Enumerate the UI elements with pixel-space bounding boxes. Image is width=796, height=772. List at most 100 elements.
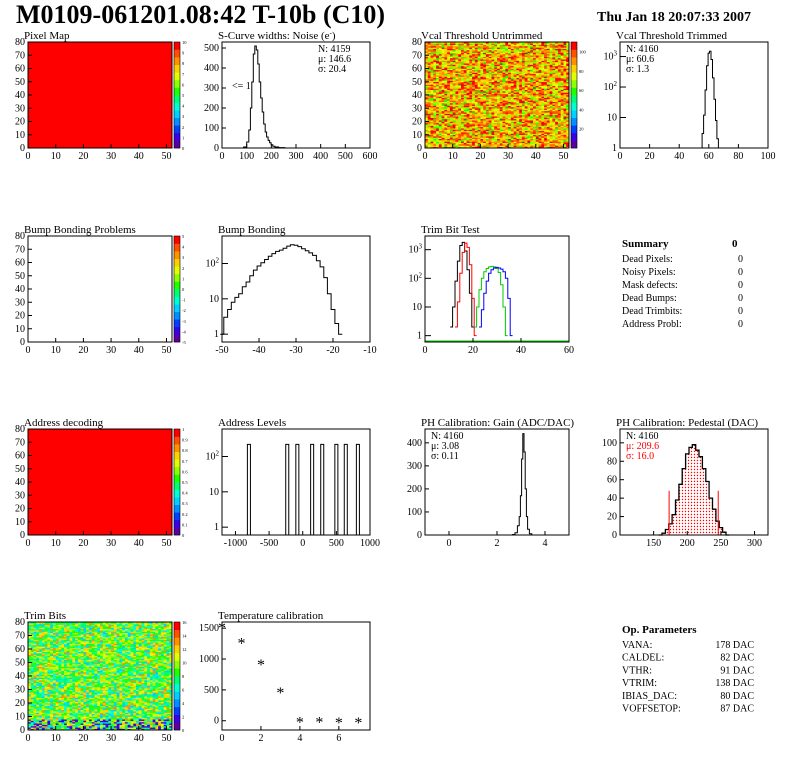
heatmap-cell bbox=[33, 721, 37, 724]
heatmap-cell bbox=[538, 57, 542, 60]
heatmap-cell bbox=[463, 65, 467, 68]
heatmap-cell bbox=[477, 104, 481, 106]
heatmap-cell bbox=[502, 84, 506, 87]
heatmap-cell bbox=[72, 725, 76, 728]
heatmap-cell bbox=[41, 720, 45, 723]
heatmap-cell bbox=[133, 724, 137, 727]
heatmap-cell bbox=[430, 126, 434, 129]
heatmap-cell bbox=[541, 57, 545, 60]
heatmap-cell bbox=[527, 145, 531, 147]
heatmap-cell bbox=[505, 88, 509, 91]
heatmap-cell bbox=[485, 114, 489, 117]
heatmap-cell bbox=[436, 48, 440, 51]
heatmap-cell bbox=[508, 116, 512, 118]
heatmap-cell bbox=[527, 84, 531, 87]
heatmap-cell bbox=[491, 59, 495, 61]
heatmap-cell bbox=[472, 124, 476, 126]
heatmap-cell bbox=[438, 72, 442, 75]
heatmap-cell bbox=[524, 73, 528, 76]
heatmap-cell bbox=[546, 145, 550, 147]
heatmap-cell bbox=[447, 81, 451, 84]
heatmap-cell bbox=[430, 117, 434, 120]
heatmap-cell bbox=[438, 97, 442, 100]
y-tick-label: 400 bbox=[204, 63, 219, 74]
heatmap-cell bbox=[461, 122, 465, 125]
heatmap-cell bbox=[39, 723, 43, 725]
heatmap-cell bbox=[474, 69, 478, 72]
colorbar-segment bbox=[571, 110, 577, 119]
heatmap-cell bbox=[533, 61, 537, 64]
heatmap-cell bbox=[527, 87, 531, 89]
heatmap-cell bbox=[480, 52, 484, 55]
heatmap-cell bbox=[469, 136, 473, 138]
heatmap-cell bbox=[447, 92, 451, 94]
heatmap-cell bbox=[447, 140, 451, 142]
heatmap-cell bbox=[521, 113, 525, 116]
heatmap-cell bbox=[47, 728, 51, 731]
heatmap-cell bbox=[461, 144, 465, 146]
heatmap-cell bbox=[552, 140, 556, 142]
heatmap-cell bbox=[513, 64, 517, 67]
heatmap-cell bbox=[452, 88, 456, 91]
colorbar-tick-label: 0 bbox=[182, 146, 185, 151]
heatmap-cell bbox=[555, 138, 559, 141]
heatmap-cell bbox=[533, 87, 537, 89]
heatmap-cell bbox=[541, 61, 545, 64]
heatmap-cell bbox=[491, 61, 495, 64]
heatmap-cell bbox=[122, 719, 126, 721]
plot-frame bbox=[619, 428, 769, 536]
heatmap-cell bbox=[466, 69, 470, 72]
heatmap-cell bbox=[521, 145, 525, 147]
heatmap-cell bbox=[86, 723, 90, 725]
heatmap-cell bbox=[549, 47, 553, 49]
colorbar-segment bbox=[174, 87, 180, 96]
heatmap-cell bbox=[566, 60, 570, 63]
heatmap-cell bbox=[563, 126, 567, 129]
heatmap-cell bbox=[530, 80, 534, 83]
heatmap-cell bbox=[466, 71, 470, 73]
heatmap-cell bbox=[438, 116, 442, 118]
heatmap-cell bbox=[535, 105, 539, 108]
heatmap-cell bbox=[524, 48, 528, 51]
heatmap-cell bbox=[463, 113, 467, 116]
heatmap-cell bbox=[521, 132, 525, 134]
x-tick-label: 500 bbox=[338, 151, 353, 162]
heatmap-cell bbox=[510, 109, 514, 112]
heatmap-cell bbox=[480, 91, 484, 93]
heatmap-cell bbox=[152, 725, 156, 728]
heatmap-cell bbox=[433, 134, 437, 137]
heatmap-cell bbox=[433, 125, 437, 128]
heatmap-cell bbox=[566, 51, 570, 53]
heatmap-cell bbox=[519, 121, 523, 124]
heatmap-cell bbox=[425, 142, 429, 145]
heatmap-cell bbox=[463, 124, 467, 126]
colorbar-tick-label: 0 bbox=[182, 533, 185, 538]
heatmap-cell bbox=[560, 105, 564, 108]
heatmap-cell bbox=[480, 83, 484, 85]
heatmap-cell bbox=[494, 59, 498, 61]
heatmap-cell bbox=[530, 72, 534, 75]
heatmap-cell bbox=[499, 47, 503, 49]
heatmap-cell bbox=[535, 121, 539, 124]
heatmap-cell bbox=[538, 89, 542, 92]
heatmap-cell bbox=[541, 129, 545, 132]
heatmap-cell bbox=[544, 55, 548, 57]
stats-mean: μ: 209.6 bbox=[626, 441, 659, 452]
heatmap-cell bbox=[474, 45, 478, 48]
heatmap-cell bbox=[488, 95, 492, 97]
heatmap-cell bbox=[502, 89, 506, 92]
heatmap-cell bbox=[549, 137, 553, 140]
heatmap-cell bbox=[538, 108, 542, 110]
heatmap-cell bbox=[66, 719, 70, 721]
heatmap-cell bbox=[458, 60, 462, 63]
heatmap-cell bbox=[433, 81, 437, 84]
heatmap-cell bbox=[505, 121, 509, 124]
heatmap-cell bbox=[469, 144, 473, 146]
heatmap-cell bbox=[549, 48, 553, 51]
heatmap-cell bbox=[108, 727, 112, 729]
heatmap-cell bbox=[513, 57, 517, 60]
heatmap-cell bbox=[566, 47, 570, 49]
heatmap-cell bbox=[524, 68, 528, 71]
heatmap-cell bbox=[516, 114, 520, 117]
heatmap-cell bbox=[444, 49, 448, 52]
